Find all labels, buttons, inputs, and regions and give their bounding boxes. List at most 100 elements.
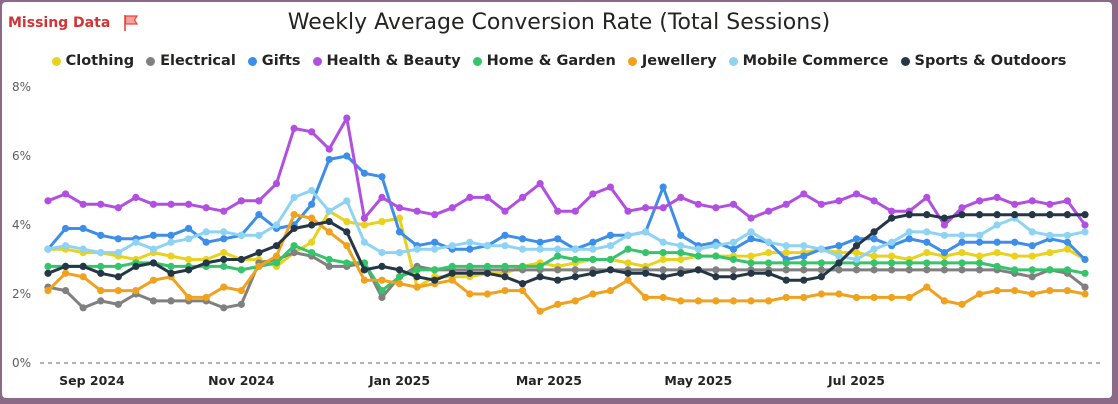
missing-data-indicator[interactable]: Missing Data	[8, 14, 140, 32]
data-point	[712, 266, 720, 274]
data-point	[272, 242, 281, 250]
data-point	[395, 214, 404, 222]
data-point	[1028, 211, 1036, 219]
data-point	[149, 276, 158, 284]
data-point	[800, 242, 808, 250]
data-point	[61, 286, 70, 295]
data-point	[677, 249, 685, 257]
data-point	[501, 207, 509, 215]
data-point	[641, 249, 650, 257]
data-point	[237, 255, 245, 264]
data-point	[729, 245, 738, 253]
data-point	[589, 255, 597, 264]
data-point	[220, 304, 228, 312]
data-point	[114, 262, 122, 270]
data-point	[677, 269, 685, 277]
data-point	[114, 249, 122, 257]
data-point	[395, 228, 404, 236]
data-point	[325, 262, 333, 270]
data-point	[888, 266, 896, 274]
data-point	[923, 249, 931, 257]
data-point	[817, 290, 825, 298]
data-point	[677, 297, 685, 305]
data-point	[993, 286, 1001, 295]
legend-item[interactable]: Gifts	[247, 53, 301, 69]
data-point	[448, 204, 456, 212]
data-point	[905, 211, 913, 219]
data-point	[431, 266, 439, 274]
data-point	[237, 286, 245, 295]
legend-item[interactable]: Health & Beauty	[312, 53, 461, 69]
y-tick-label: 2%	[12, 287, 31, 301]
data-point	[360, 221, 368, 229]
data-point	[835, 197, 843, 205]
data-point	[202, 204, 210, 212]
data-point	[114, 286, 122, 295]
legend-item[interactable]: Sports & Outdoors	[900, 53, 1066, 69]
data-point	[975, 290, 984, 298]
data-point	[624, 231, 632, 239]
data-point	[975, 266, 984, 274]
data-point	[870, 197, 878, 205]
data-point	[237, 197, 245, 205]
data-point	[466, 269, 474, 277]
data-point	[1011, 286, 1019, 295]
legend-item[interactable]: Home & Garden	[472, 53, 616, 69]
data-point	[993, 193, 1001, 201]
legend-item[interactable]: Electrical	[146, 53, 236, 69]
data-point	[97, 249, 105, 257]
data-point	[518, 245, 527, 253]
data-point	[888, 238, 896, 246]
data-point	[870, 252, 878, 260]
data-point	[923, 228, 931, 236]
data-point	[835, 266, 843, 274]
data-point	[1011, 200, 1019, 208]
legend-item[interactable]: Jewellery	[627, 53, 717, 69]
data-point	[448, 242, 456, 250]
data-point	[343, 228, 351, 236]
data-point	[712, 273, 720, 281]
data-point	[378, 193, 386, 201]
data-point	[940, 231, 948, 239]
x-tick-label: May 2025	[664, 373, 732, 388]
data-point	[325, 217, 333, 226]
data-point	[659, 255, 667, 264]
data-point	[1081, 255, 1089, 264]
data-point	[852, 235, 861, 243]
data-point	[923, 283, 931, 291]
legend-marker	[146, 56, 156, 66]
data-point	[185, 224, 193, 233]
data-point	[132, 193, 140, 201]
data-point	[782, 249, 790, 257]
data-point	[1028, 228, 1036, 236]
data-point	[237, 231, 245, 239]
data-point	[185, 235, 193, 243]
data-point	[712, 252, 720, 260]
data-point	[782, 276, 790, 284]
data-point	[325, 155, 333, 164]
data-point	[817, 266, 825, 274]
data-point	[149, 245, 158, 253]
legend-marker	[472, 56, 482, 66]
data-point	[360, 266, 368, 274]
data-point	[923, 193, 931, 201]
data-point	[272, 259, 281, 267]
data-point	[97, 297, 105, 305]
data-point	[554, 252, 562, 260]
data-point	[782, 259, 790, 267]
x-tick-label: Mar 2025	[516, 373, 582, 388]
data-point	[888, 214, 896, 222]
data-point	[114, 204, 122, 212]
data-point	[114, 273, 122, 281]
data-point	[97, 231, 105, 239]
legend-label: Clothing	[65, 53, 135, 69]
data-point	[606, 255, 615, 264]
data-point	[466, 193, 474, 201]
legend-item[interactable]: Clothing	[51, 53, 135, 69]
legend-item[interactable]: Mobile Commerce	[728, 53, 889, 69]
data-point	[729, 266, 738, 274]
data-point	[202, 228, 210, 236]
data-point	[536, 238, 544, 246]
data-point	[712, 242, 720, 250]
data-point	[712, 204, 720, 212]
